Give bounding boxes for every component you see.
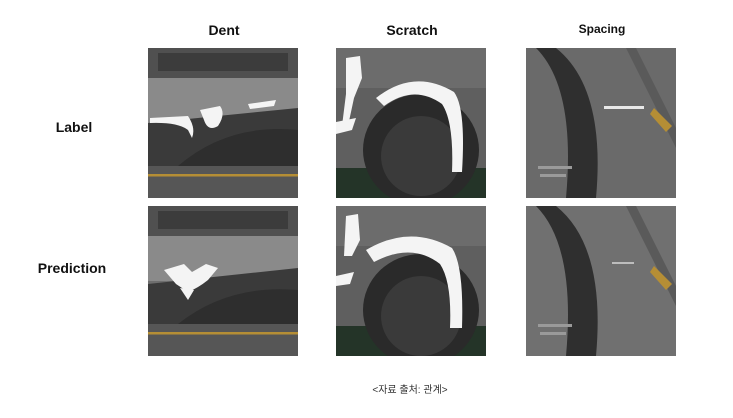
label-dent-image xyxy=(148,48,298,198)
prediction-scratch-image xyxy=(336,206,486,356)
row-label-prediction: Prediction xyxy=(37,260,107,276)
column-title-dent: Dent xyxy=(208,22,240,38)
column-title-scratch: Scratch xyxy=(386,22,438,38)
prediction-spacing-image xyxy=(526,206,676,356)
figure-caption: <자료 출처: 관계> xyxy=(372,385,448,396)
label-scratch-image xyxy=(336,48,486,198)
row-label-label: Label xyxy=(55,119,93,135)
column-title-spacing: Spacing xyxy=(578,22,626,36)
prediction-dent-image xyxy=(148,206,298,356)
label-spacing-image xyxy=(526,48,676,198)
